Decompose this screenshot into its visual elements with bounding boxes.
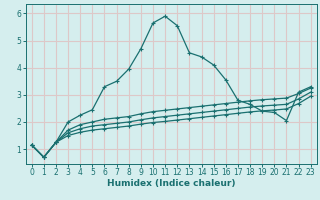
X-axis label: Humidex (Indice chaleur): Humidex (Indice chaleur): [107, 179, 236, 188]
